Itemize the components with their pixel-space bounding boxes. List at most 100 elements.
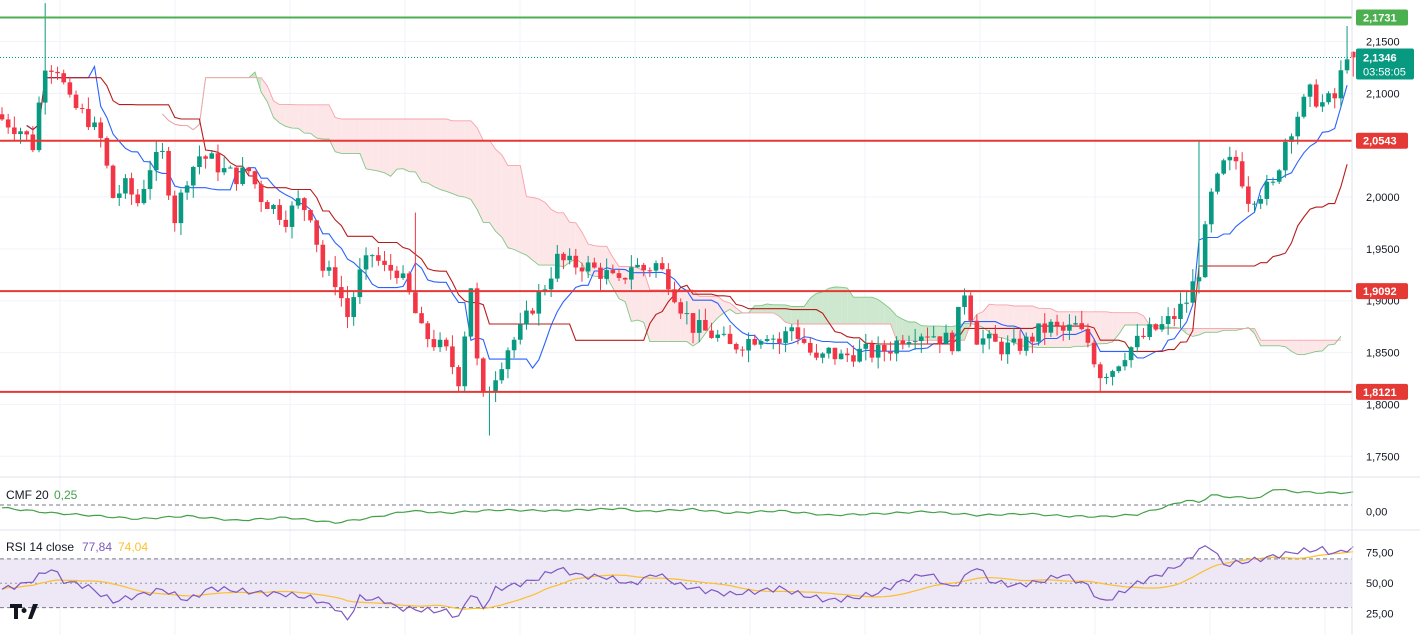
candle[interactable] [209,150,215,160]
candle[interactable] [369,254,375,268]
candle[interactable] [265,200,270,209]
candle[interactable] [888,341,893,361]
candle[interactable] [715,329,721,342]
candle[interactable] [116,185,122,206]
cmf-pane[interactable] [0,488,1354,524]
candle[interactable] [592,257,597,269]
candle[interactable] [474,282,480,366]
candle[interactable] [456,365,461,393]
candle[interactable] [190,165,196,198]
candle[interactable] [450,335,455,375]
candle[interactable] [696,309,702,343]
candle[interactable] [1332,88,1338,109]
tradingview-logo[interactable] [10,604,38,619]
candle[interactable] [437,332,443,353]
candle[interactable] [851,345,856,367]
candle[interactable] [505,347,511,379]
candle[interactable] [351,290,356,326]
candle[interactable] [659,257,665,271]
candle[interactable] [1313,79,1319,108]
candle[interactable] [511,336,517,359]
candle[interactable] [49,65,54,84]
candle[interactable] [1270,177,1276,186]
candle[interactable] [709,322,714,339]
candle[interactable] [5,113,11,134]
candle[interactable] [135,189,141,207]
candle[interactable] [314,219,319,253]
candle[interactable] [616,268,622,282]
candle[interactable] [376,247,381,266]
candle[interactable] [487,386,492,436]
candle[interactable] [622,277,628,284]
candle[interactable] [61,69,66,85]
candle[interactable] [79,103,85,114]
candle[interactable] [1091,338,1097,368]
candle[interactable] [1147,317,1152,341]
candle[interactable] [733,342,739,354]
candle[interactable] [172,190,178,232]
candle[interactable] [993,325,998,342]
candle[interactable] [258,180,264,212]
candle[interactable] [110,164,116,199]
rsi-pane[interactable] [0,545,1354,621]
candle[interactable] [240,157,245,186]
candle[interactable] [1079,310,1085,331]
candle[interactable] [419,306,424,324]
candle[interactable] [777,332,782,355]
candle[interactable] [1326,91,1331,105]
candle[interactable] [604,258,609,285]
candle[interactable] [1036,323,1041,346]
candle[interactable] [1344,25,1350,74]
candle[interactable] [166,146,171,200]
candle[interactable] [1023,332,1029,356]
candle[interactable] [968,292,973,327]
candle[interactable] [684,301,690,325]
candle[interactable] [1184,291,1189,313]
candle[interactable] [1246,176,1251,213]
candle[interactable] [1153,323,1159,332]
candle[interactable] [98,117,104,148]
candle[interactable] [1005,335,1011,364]
candle[interactable] [1060,321,1066,341]
candle[interactable] [302,197,307,221]
candle[interactable] [943,324,949,344]
candle[interactable] [517,312,523,345]
candle[interactable] [277,199,282,226]
candle[interactable] [1252,201,1257,212]
candle[interactable] [826,346,832,359]
candle[interactable] [1110,369,1115,386]
candle[interactable] [1011,327,1017,346]
candle[interactable] [795,319,801,345]
candle[interactable] [1233,150,1239,170]
candle[interactable] [1048,319,1054,337]
candle[interactable] [1295,111,1300,145]
candle[interactable] [1159,315,1165,332]
candle[interactable] [178,189,184,235]
candle[interactable] [1301,94,1307,119]
candle[interactable] [548,267,554,298]
candle[interactable] [153,140,159,181]
candle[interactable] [462,331,468,393]
candle[interactable] [30,126,36,153]
candle[interactable] [67,76,73,98]
candle[interactable] [937,336,943,354]
candle[interactable] [567,248,572,265]
candle[interactable] [980,329,986,354]
candle[interactable] [326,260,332,276]
candle[interactable] [1338,60,1344,107]
candle[interactable] [869,340,875,363]
candle[interactable] [635,258,640,268]
candle[interactable] [629,255,634,290]
candle[interactable] [752,334,758,346]
candle[interactable] [832,347,838,365]
candle[interactable] [0,107,5,121]
candle[interactable] [320,240,326,278]
candle[interactable] [1202,220,1208,278]
candle[interactable] [598,262,603,291]
candle[interactable] [295,190,301,209]
candle[interactable] [413,212,418,314]
candle[interactable] [1054,314,1060,336]
candle[interactable] [129,172,134,205]
candle[interactable] [783,326,788,353]
